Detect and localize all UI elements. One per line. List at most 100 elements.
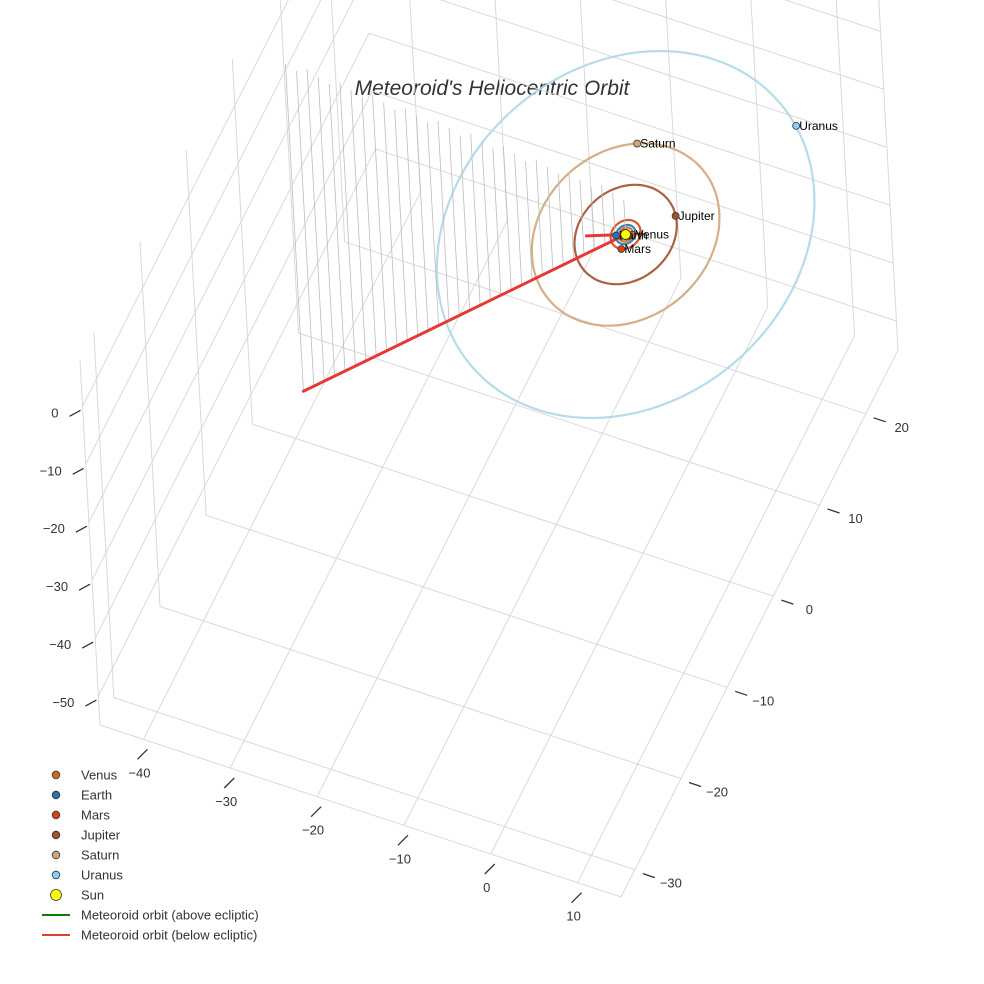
projection-line (328, 83, 346, 372)
projection-line (623, 199, 627, 235)
planet-orbits (435, 49, 816, 420)
projection-line (415, 115, 429, 331)
projection-line (590, 186, 595, 250)
projection-line (372, 95, 387, 351)
planet-marker-uranus (792, 121, 801, 130)
legend-label: Earth (81, 788, 112, 803)
floor-grid-x (403, 278, 682, 826)
legend-label: Meteoroid orbit (below ecliptic) (81, 928, 257, 943)
left-wall-grid-z (97, 148, 376, 697)
projection-line (492, 148, 502, 296)
left-wall-grid-y (279, 0, 300, 334)
right-wall-grid-z (611, 0, 884, 90)
projection-line (437, 121, 450, 321)
projection-line (361, 96, 377, 356)
left-wall-grid-y (231, 59, 253, 425)
left-wall-grid-z (85, 0, 322, 465)
projection-line (481, 141, 491, 301)
z-tick-mark (72, 467, 85, 475)
box-edge (878, 0, 899, 351)
floor-grid-y (159, 606, 682, 779)
projection-line (394, 109, 408, 341)
floor-grid-x (316, 249, 595, 797)
projection-line (427, 122, 439, 326)
projection-line (339, 82, 356, 367)
x-axis-ticks: −40 −30 −20 −10 0 10 (128, 748, 583, 924)
box-edge (99, 724, 622, 898)
legend-marker-swatch (51, 810, 61, 820)
legend-marker-swatch (50, 889, 62, 901)
orbit-earth (614, 223, 637, 246)
legend-marker-swatch (51, 770, 61, 780)
floor-grid-x (142, 192, 421, 740)
y-tick-label: −20 (706, 784, 728, 799)
sun-marker (620, 228, 632, 240)
z-tick-mark (78, 583, 91, 591)
y-tick-label: 20 (894, 420, 908, 435)
legend-marker-swatch (51, 870, 61, 880)
projection-line (296, 71, 315, 387)
x-tick-label: 10 (566, 909, 580, 924)
floor-grid-y (206, 514, 728, 688)
grid-lines (79, 0, 899, 898)
legend-label: Mars (81, 808, 110, 823)
planet-marker-saturn (633, 139, 642, 148)
z-tick-mark (85, 699, 97, 707)
z-tick-mark (69, 409, 81, 417)
projection-line (546, 166, 554, 270)
projection-line (535, 159, 543, 275)
orbit-mars (609, 218, 642, 251)
x-tick-mark (310, 806, 322, 818)
x-tick-label: −20 (302, 823, 324, 838)
projection-line (557, 173, 564, 265)
projection-line (306, 69, 325, 382)
planet-marker-mars (617, 245, 626, 253)
y-tick-mark (688, 781, 702, 788)
right-wall-grid-x (750, 0, 769, 308)
box-edge (620, 349, 899, 898)
y-tick-mark (873, 417, 886, 423)
orbit-jupiter (573, 183, 678, 286)
orbit-saturn (530, 142, 721, 327)
legend-label: Sun (81, 888, 104, 903)
y-tick-label: −30 (660, 876, 682, 891)
projection-line (404, 108, 419, 336)
projection-line (459, 135, 471, 311)
planet-marker-earth (612, 231, 620, 240)
right-wall-grid-x (835, 0, 856, 336)
x-tick-mark (223, 777, 235, 789)
projection-line (470, 133, 481, 306)
x-tick-label: 0 (483, 880, 490, 895)
projection-line (350, 89, 367, 361)
left-wall-grid-y (139, 241, 161, 607)
x-tick-mark (571, 892, 583, 904)
right-wall-grid-z (439, 0, 888, 148)
projection-line (514, 153, 523, 286)
right-wall-grid-z (372, 90, 894, 264)
floor-grid-x (577, 335, 856, 883)
left-wall-grid-z (94, 90, 373, 639)
planet-label-venus: Venus (636, 228, 669, 242)
meteoroid-orbit-below (301, 232, 628, 393)
projection-line (568, 172, 575, 260)
x-tick-label: −10 (389, 851, 411, 866)
left-wall-grid-z (91, 32, 370, 581)
legend-marker-swatch (51, 830, 61, 840)
legend-label: Meteoroid orbit (above ecliptic) (81, 908, 259, 923)
y-tick-mark (827, 508, 840, 514)
projection-line (503, 146, 512, 291)
chart-title: Meteoroid's Heliocentric Orbit (355, 77, 631, 100)
z-tick-mark (75, 525, 88, 533)
projection-line (285, 63, 304, 392)
y-tick-label: 10 (848, 511, 862, 526)
z-tick-label: −50 (52, 695, 74, 710)
planet-label-uranus: Uranus (799, 119, 838, 133)
left-wall-grid-z (88, 0, 354, 523)
legend-label: Saturn (81, 848, 119, 863)
left-wall-grid-y (330, 0, 346, 242)
floor-grid-y (344, 241, 866, 415)
x-tick-label: −30 (215, 794, 237, 809)
projection-line (579, 179, 585, 255)
